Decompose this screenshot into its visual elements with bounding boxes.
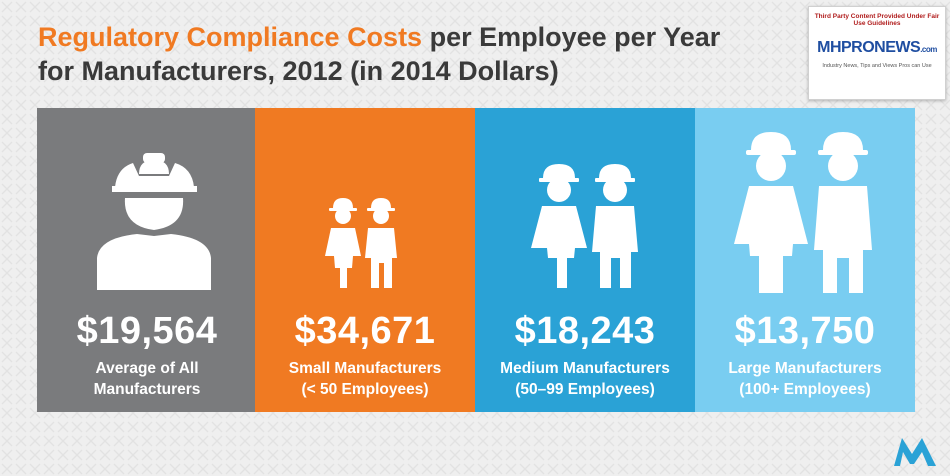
m-brand-logo-icon <box>894 438 936 466</box>
title-rest: per Employee per Year <box>422 22 721 52</box>
label-average: Average of All Manufacturers <box>37 358 257 400</box>
badge-notice: Third Party Content Provided Under Fair … <box>814 13 940 27</box>
panel-medium: $18,243 Medium Manufacturers (50–99 Empl… <box>475 108 695 412</box>
label-average-line1: Average of All <box>95 360 199 377</box>
mhpronews-badge: Third Party Content Provided Under Fair … <box>808 6 946 100</box>
worker-bust-icon <box>97 153 211 290</box>
label-small-line2: (< 50 Employees) <box>301 381 429 398</box>
label-large-line2: (100+ Employees) <box>739 381 871 398</box>
small-workers-pair-icon <box>325 198 397 288</box>
medium-workers-pair-icon <box>531 164 638 288</box>
badge-logo-text: MHPRONEWS <box>817 39 921 56</box>
amount-medium: $18,243 <box>514 310 656 352</box>
large-workers-pair-icon <box>734 132 872 293</box>
title-line-2: for Manufacturers, 2012 (in 2014 Dollars… <box>38 56 559 86</box>
label-small: Small Manufacturers (< 50 Employees) <box>255 358 475 400</box>
panel-small: $34,671 Small Manufacturers (< 50 Employ… <box>255 108 475 412</box>
label-medium: Medium Manufacturers (50–99 Employees) <box>475 358 695 400</box>
label-large: Large Manufacturers (100+ Employees) <box>695 358 915 400</box>
amount-large: $13,750 <box>734 310 876 352</box>
title-accent: Regulatory Compliance Costs <box>38 22 423 52</box>
label-large-line1: Large Manufacturers <box>728 360 882 377</box>
amount-small: $34,671 <box>294 310 436 352</box>
badge-logo: MHPRONEWS.com <box>809 39 945 57</box>
label-average-line2: Manufacturers <box>93 381 201 398</box>
badge-tagline: Industry News, Tips and Views Pros can U… <box>822 63 932 69</box>
label-medium-line2: (50–99 Employees) <box>515 381 655 398</box>
label-small-line1: Small Manufacturers <box>288 360 442 377</box>
amount-average: $19,564 <box>76 310 218 352</box>
label-medium-line1: Medium Manufacturers <box>500 360 670 377</box>
badge-logo-suffix: .com <box>920 45 937 54</box>
panel-large: $13,750 Large Manufacturers (100+ Employ… <box>695 108 915 412</box>
page-title: Regulatory Compliance Costs per Employee… <box>38 20 720 88</box>
panel-average: $19,564 Average of All Manufacturers <box>37 108 257 412</box>
